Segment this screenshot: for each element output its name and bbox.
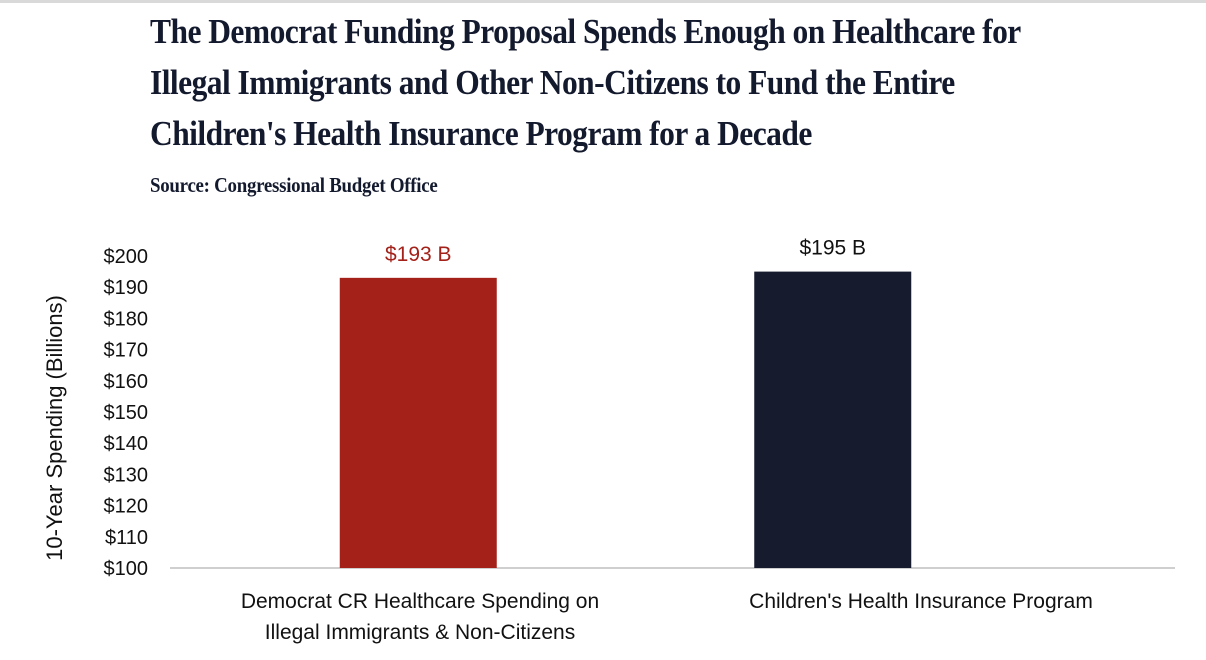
data-labels: $193 B $195 B [385,237,866,266]
x-category-label: Democrat CR Healthcare Spending on [241,590,599,613]
bars [339,271,912,568]
x-category-label: Illegal Immigrants & Non-Citizens [265,621,575,644]
chart-title: The Democrat Funding Proposal Spends Eno… [150,12,1021,153]
chart-source: Source: Congressional Budget Office [150,173,438,197]
data-label: $193 B [385,243,452,266]
y-tick-label: $180 [104,308,149,330]
y-tick-label: $140 [104,433,149,455]
bar [754,271,912,568]
y-tick-label: $190 [104,277,149,299]
y-tick-label: $170 [104,340,149,362]
bar [339,277,497,568]
y-tick-label: $100 [104,558,149,580]
y-tick-label: $160 [104,371,149,393]
y-tick-label: $150 [104,402,149,424]
y-tick-label: $110 [105,527,148,549]
y-tick-label: $120 [104,496,149,518]
x-category-label: Children's Health Insurance Program [749,590,1093,613]
y-tick-label: $200 [104,246,149,268]
data-label: $195 B [799,237,866,260]
y-axis-ticks: $100 $110 $120 $130 $140 $150 $160 $170 $180 $190… [104,246,149,580]
y-tick-label: $130 [104,464,149,486]
top-border [0,0,1206,3]
category-labels: Democrat CR Healthcare Spending on Illega… [241,590,1093,644]
